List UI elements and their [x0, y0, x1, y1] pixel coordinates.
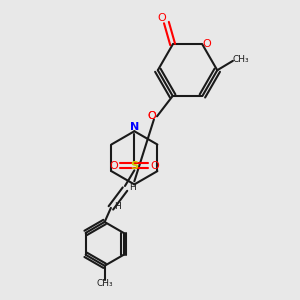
Text: O: O: [147, 111, 156, 121]
Text: H: H: [114, 202, 121, 211]
Text: S: S: [130, 160, 138, 171]
Text: CH₃: CH₃: [96, 279, 113, 288]
Text: CH₃: CH₃: [232, 55, 249, 64]
Text: O: O: [158, 13, 166, 23]
Text: O: O: [110, 160, 118, 171]
Text: O: O: [203, 40, 212, 50]
Text: N: N: [130, 122, 139, 131]
Text: O: O: [147, 111, 156, 121]
Text: H: H: [129, 183, 136, 192]
Text: O: O: [150, 160, 159, 171]
